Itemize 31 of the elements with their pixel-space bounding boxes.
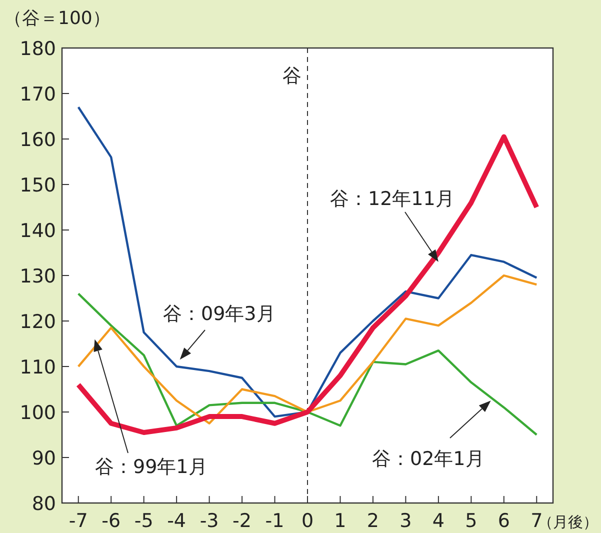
series-label: 谷：09年3月 — [163, 303, 276, 325]
x-tick-label: 5 — [465, 510, 478, 532]
x-tick-label: 3 — [400, 510, 412, 532]
y-tick-label: 100 — [20, 402, 56, 424]
y-tick-label: 90 — [32, 448, 56, 470]
x-tick-label: 6 — [498, 510, 510, 532]
x-tick-label: -6 — [102, 510, 121, 532]
x-tick-label: -2 — [232, 510, 252, 532]
x-tick-label: -1 — [265, 510, 284, 532]
text: 谷：02年1月 — [372, 448, 484, 470]
y-axis-title: （谷＝100） — [4, 8, 110, 29]
y-tick-label: 120 — [20, 311, 56, 333]
x-tick-label: 4 — [432, 510, 444, 532]
ref-line-label: 谷 — [282, 65, 302, 87]
y-tick-label: 150 — [20, 174, 56, 196]
y-tick-label: 110 — [20, 356, 56, 378]
x-tick-label: -3 — [200, 510, 219, 532]
y-tick-label: 160 — [20, 129, 56, 151]
x-tick-label: 2 — [366, 510, 380, 532]
x-tick-label: 0 — [301, 510, 314, 532]
y-tick-label: 180 — [20, 38, 56, 60]
y-tick-label: 170 — [20, 84, 56, 106]
x-tick-label: -5 — [134, 510, 154, 532]
y-tick-label: 130 — [20, 266, 56, 288]
x-tick-label: -7 — [68, 510, 88, 532]
series-label: 谷：12年11月 — [330, 188, 454, 210]
series-label: 谷：99年1月 — [95, 456, 208, 478]
y-tick-label: 140 — [20, 220, 56, 242]
x-tick-label: 1 — [334, 510, 346, 532]
y-tick-label: 80 — [32, 493, 56, 515]
x-tick-label: -4 — [167, 510, 186, 532]
